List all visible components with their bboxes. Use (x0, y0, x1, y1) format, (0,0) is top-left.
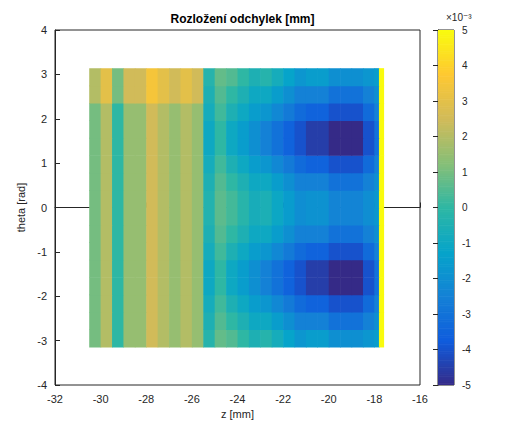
svg-text:-3: -3 (37, 335, 47, 347)
svg-text:5: 5 (462, 25, 468, 36)
svg-text:theta [rad]: theta [rad] (15, 183, 27, 233)
svg-text:-26: -26 (184, 393, 200, 405)
svg-text:-24: -24 (230, 393, 246, 405)
svg-text:1: 1 (41, 157, 47, 169)
svg-text:2: 2 (462, 131, 468, 142)
svg-text:-32: -32 (47, 393, 63, 405)
svg-text:-16: -16 (412, 393, 428, 405)
svg-text:3: 3 (41, 68, 47, 80)
svg-text:-20: -20 (321, 393, 337, 405)
svg-text:-1: -1 (37, 246, 47, 258)
svg-text:0: 0 (41, 202, 47, 214)
svg-text:4: 4 (462, 60, 468, 71)
svg-text:-2: -2 (37, 290, 47, 302)
svg-text:-4: -4 (37, 379, 47, 391)
svg-text:4: 4 (41, 24, 47, 36)
svg-text:0: 0 (462, 202, 468, 213)
svg-text:z [mm]: z [mm] (221, 408, 254, 420)
svg-text:-28: -28 (138, 393, 154, 405)
svg-text:Rozložení odchylek [mm]: Rozložení odchylek [mm] (170, 12, 314, 26)
svg-text:-2: -2 (462, 273, 471, 284)
svg-text:-5: -5 (462, 380, 471, 391)
svg-text:3: 3 (462, 96, 468, 107)
svg-text:-18: -18 (366, 393, 382, 405)
svg-text:×10⁻³: ×10⁻³ (446, 12, 472, 23)
svg-text:1: 1 (462, 167, 468, 178)
svg-text:-4: -4 (462, 344, 471, 355)
svg-text:2: 2 (41, 113, 47, 125)
svg-text:-30: -30 (93, 393, 109, 405)
svg-text:-22: -22 (275, 393, 291, 405)
svg-text:-1: -1 (462, 238, 471, 249)
svg-text:-3: -3 (462, 309, 471, 320)
